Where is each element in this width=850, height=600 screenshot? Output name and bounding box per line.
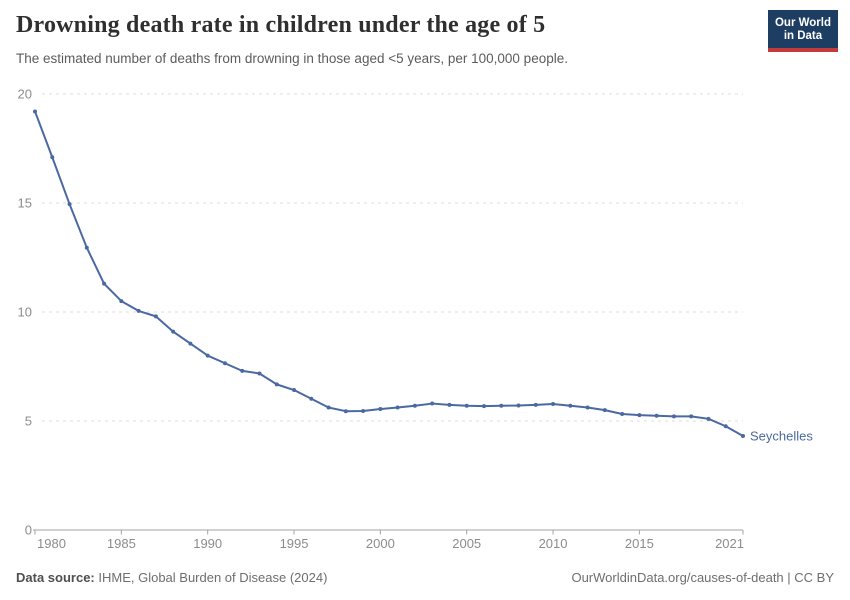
data-point-1996 [309, 396, 314, 401]
data-point-2007 [499, 403, 504, 408]
x-axis-label-1990: 1990 [193, 536, 222, 550]
data-point-2011 [568, 403, 573, 408]
series-end-label: Seychelles [750, 429, 813, 444]
data-point-2016 [654, 413, 659, 418]
y-axis-label-15: 15 [18, 196, 32, 211]
data-point-1994 [274, 382, 279, 387]
x-axis-label-2005: 2005 [452, 536, 481, 550]
data-point-1987 [153, 314, 158, 319]
data-point-1988 [171, 329, 176, 334]
data-point-1986 [136, 308, 141, 313]
y-axis-label-20: 20 [18, 87, 32, 102]
line-chart: 0 5 10 15 20 1980 1985 1990 1995 2000 2005 2010 2015… [18, 87, 814, 551]
data-source-value: IHME, Global Burden of Disease (2024) [94, 570, 328, 585]
owid-logo-line1: Our World [774, 17, 831, 29]
data-point-1992 [240, 368, 245, 373]
data-source-label: Data source: [16, 570, 95, 585]
x-axis-label-2021: 2021 [715, 536, 744, 550]
data-point-2005 [464, 403, 469, 408]
data-point-2009 [533, 402, 538, 407]
data-point-2013 [602, 408, 607, 413]
data-point-2001 [395, 405, 400, 410]
x-axis-label-2015: 2015 [625, 536, 654, 550]
data-point-1983 [84, 245, 89, 250]
data-source: Data source: IHME, Global Burden of Dise… [16, 570, 327, 585]
data-point-1980 [33, 109, 37, 114]
data-point-2004 [447, 402, 452, 407]
x-axis-label-1995: 1995 [280, 536, 309, 550]
data-point-2012 [585, 405, 590, 410]
data-point-2018 [689, 414, 694, 419]
data-point-1993 [257, 371, 262, 376]
x-axis-label-1980: 1980 [37, 536, 66, 550]
y-axis-label-10: 10 [18, 305, 32, 320]
data-point-1997 [326, 405, 331, 410]
data-point-2010 [551, 401, 556, 406]
citation-link[interactable]: OurWorldinData.org/causes-of-death | CC … [571, 570, 834, 585]
data-point-1984 [102, 281, 107, 286]
owid-logo[interactable]: Our World in Data [767, 10, 838, 52]
data-point-1995 [292, 388, 297, 393]
data-point-2021 [741, 434, 745, 439]
page-title: Drowning death rate in children under th… [16, 12, 546, 38]
data-point-2000 [378, 407, 383, 412]
data-point-2006 [481, 404, 486, 409]
data-point-2008 [516, 403, 521, 408]
data-point-1990 [205, 353, 210, 358]
data-point-1982 [67, 202, 72, 207]
data-point-1989 [188, 341, 193, 346]
chart-subtitle: The estimated number of deaths from drow… [16, 51, 568, 66]
data-point-2003 [430, 401, 435, 406]
data-point-2019 [706, 416, 711, 421]
x-axis-label-2000: 2000 [366, 536, 395, 550]
y-axis-label-0: 0 [25, 523, 32, 538]
data-point-1985 [119, 299, 124, 304]
x-axis-label-2010: 2010 [539, 536, 568, 550]
data-point-2020 [723, 424, 728, 429]
data-point-2015 [637, 413, 642, 418]
y-axis-label-5: 5 [25, 414, 32, 429]
data-point-1999 [361, 408, 366, 413]
owid-logo-line2: in Data [783, 30, 823, 42]
data-point-2002 [412, 403, 417, 408]
data-point-1991 [222, 361, 227, 366]
data-point-1981 [50, 155, 55, 160]
data-point-2017 [671, 414, 676, 419]
data-point-2014 [620, 412, 625, 417]
data-point-1998 [343, 409, 348, 414]
x-axis-label-1985: 1985 [107, 536, 136, 550]
line-series-seychelles [34, 110, 744, 438]
